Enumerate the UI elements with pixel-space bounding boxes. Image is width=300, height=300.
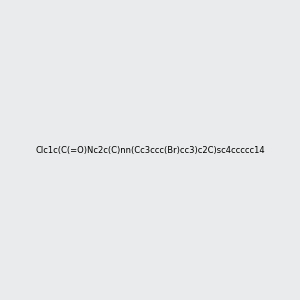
Text: Clc1c(C(=O)Nc2c(C)nn(Cc3ccc(Br)cc3)c2C)sc4ccccc14: Clc1c(C(=O)Nc2c(C)nn(Cc3ccc(Br)cc3)c2C)s… (35, 146, 265, 154)
